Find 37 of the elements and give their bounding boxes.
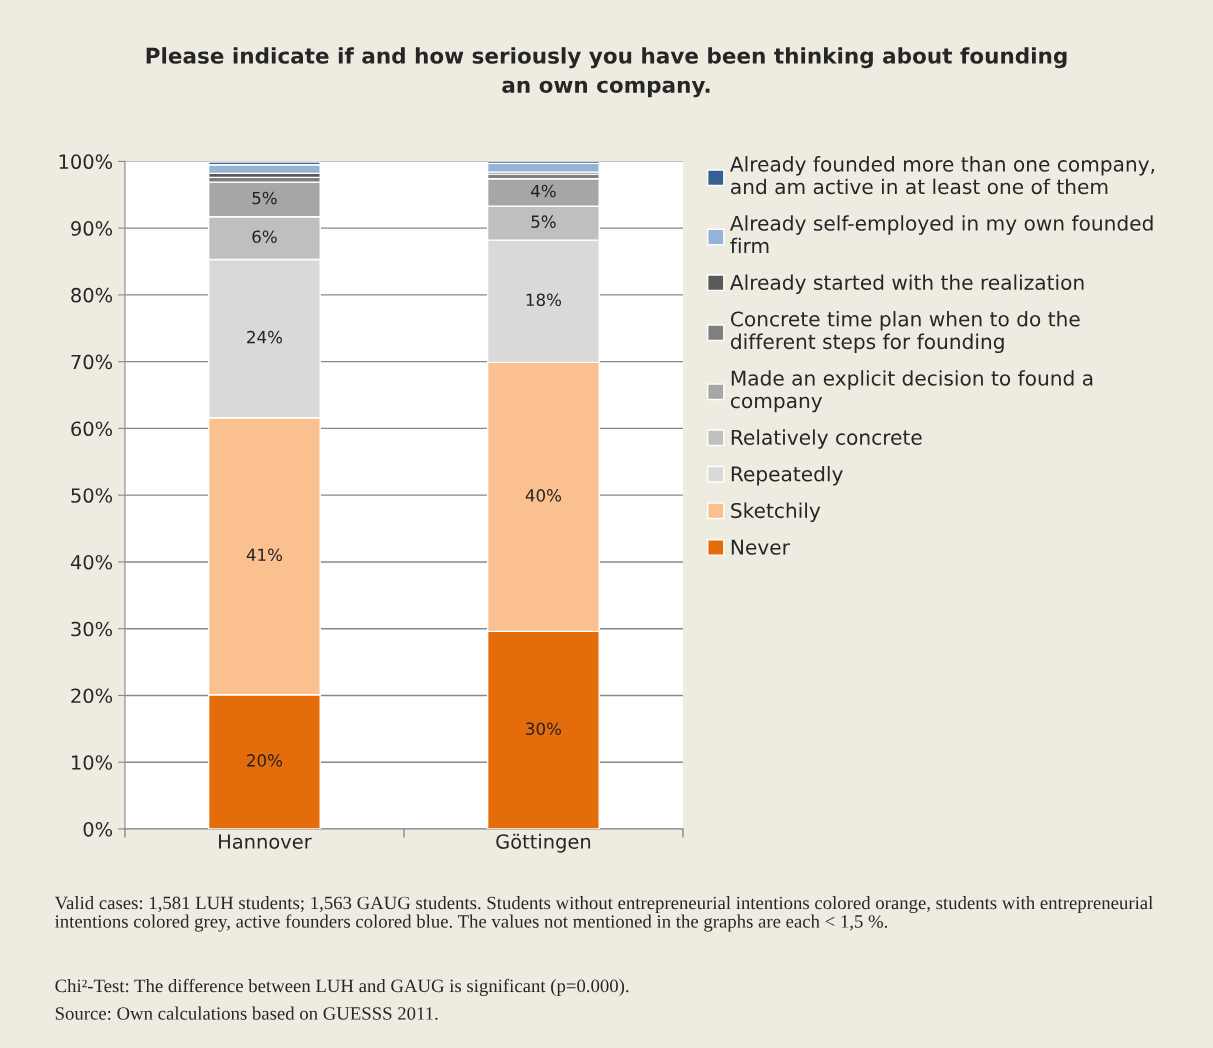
y-tick-label: 20% bbox=[71, 688, 113, 704]
y-tick-label: 0% bbox=[83, 821, 113, 837]
data-label: 41% bbox=[246, 548, 283, 562]
y-tick-label: 60% bbox=[71, 421, 113, 437]
y-tick-label: 10% bbox=[72, 755, 113, 770]
text: Chi²-Test: The difference between LUH and GAUG is significant (p=0.000). bbox=[55, 978, 629, 997]
x-tick-label: Hannover bbox=[219, 834, 312, 849]
legend-label: Already founded more than one company, and am active in at least one of them bbox=[730, 156, 1155, 195]
legend-label: Sketchily bbox=[731, 502, 821, 523]
bar bbox=[207, 164, 321, 175]
data-label: 18% bbox=[526, 293, 562, 307]
data-label: 5% bbox=[531, 215, 556, 228]
y-tick-label: 100% bbox=[59, 154, 113, 170]
y-tick-label: 30% bbox=[71, 621, 113, 637]
data-label: 6% bbox=[252, 230, 277, 243]
legend-label: Made an explicit decision to found a company bbox=[730, 370, 1093, 413]
y-tick-label: 40% bbox=[70, 554, 113, 570]
legend-label: Concrete time plan when to do the different steps for founding bbox=[730, 311, 1080, 354]
data-label: 20% bbox=[247, 754, 283, 767]
data-label: 4% bbox=[531, 184, 556, 198]
data-label: 5% bbox=[252, 191, 277, 205]
legend-label: Already started with the realization bbox=[730, 274, 1084, 294]
legend-label: Already self-employed in my own founded firm bbox=[730, 215, 1153, 254]
legend-label: Never bbox=[731, 539, 790, 555]
chart-title: Please indicate if and how seriously you have been thinking about founding an own company. bbox=[146, 47, 1067, 98]
legend-label: Repeatedly bbox=[731, 465, 843, 486]
y-tick-label: 90% bbox=[71, 221, 113, 236]
y-tick-label: 70% bbox=[71, 354, 113, 370]
data-label: 30% bbox=[526, 722, 562, 735]
legend-label: Relatively concrete bbox=[731, 429, 922, 449]
data-label: 24% bbox=[247, 330, 283, 344]
x-tick-label: Göttingen bbox=[496, 833, 591, 853]
text: Valid cases: 1,581 LUH students; 1,563 GAUG students. Students without entrepreneurial intentions colored orange, students with entrepreneurial intentions colored grey, active founders colored blue. The values not mentioned in the graphs are each < 1,5 %. bbox=[54, 896, 1153, 932]
data-label: 40% bbox=[525, 489, 562, 502]
y-tick-label: 50% bbox=[71, 488, 113, 503]
source-note: Source: Own calculations based on GUESSS 2011. bbox=[55, 1006, 438, 1020]
y-tick-label: 80% bbox=[71, 287, 113, 303]
